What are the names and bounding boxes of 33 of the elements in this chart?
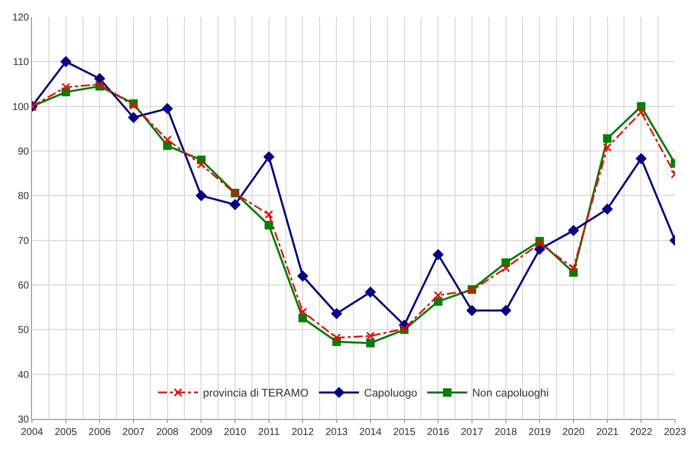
x-tick-label: 2022 — [630, 427, 653, 438]
x-tick-label: 2018 — [494, 427, 518, 438]
x-tick-label: 2006 — [88, 427, 112, 438]
x-tick-label: 2009 — [190, 427, 213, 438]
x-tick-label: 2004 — [20, 427, 44, 438]
x-tick-label: 2012 — [292, 427, 314, 438]
y-tick-label: 30 — [18, 414, 30, 426]
y-tick-label: 100 — [12, 102, 30, 113]
x-tick-label: 2015 — [393, 427, 416, 438]
x-tick-label: 2020 — [562, 427, 586, 438]
y-tick-label: 70 — [18, 236, 30, 247]
x-tick-label: 2011 — [258, 427, 280, 438]
y-tick-label: 90 — [18, 146, 30, 158]
y-tick-label: 40 — [18, 370, 30, 381]
y-tick-label: 120 — [12, 12, 30, 24]
x-tick-label: 2010 — [224, 427, 247, 438]
y-tick-label: 80 — [18, 191, 30, 202]
x-tick-label: 2016 — [426, 427, 450, 438]
y-tick-label: 110 — [13, 57, 30, 68]
x-tick-label: 2007 — [122, 427, 146, 438]
x-tick-label: 2023 — [664, 427, 687, 438]
x-tick-label: 2014 — [359, 427, 382, 438]
legend-label: Capoluogo — [364, 388, 418, 400]
y-tick-label: 60 — [18, 280, 30, 292]
x-tick-label: 2008 — [156, 427, 179, 438]
x-tick-label: 2017 — [460, 427, 484, 438]
x-tick-label: 2019 — [528, 427, 552, 438]
legend-label: Non capoluoghi — [472, 388, 549, 400]
x-tick-label: 2021 — [596, 427, 619, 438]
legend-label: provincia di TERAMO — [203, 388, 309, 400]
y-tick-label: 50 — [18, 325, 30, 336]
x-tick-label: 2013 — [325, 427, 348, 438]
x-tick-label: 2005 — [54, 427, 78, 438]
